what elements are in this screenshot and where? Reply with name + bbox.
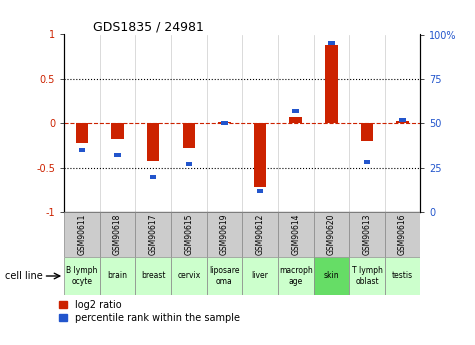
Bar <box>328 41 334 46</box>
Bar <box>385 212 420 257</box>
Bar <box>171 257 207 295</box>
Text: GSM90616: GSM90616 <box>398 214 407 255</box>
Bar <box>171 212 207 257</box>
Bar <box>135 257 171 295</box>
Text: skin: skin <box>323 272 339 280</box>
Text: GSM90620: GSM90620 <box>327 214 336 255</box>
Legend: log2 ratio, percentile rank within the sample: log2 ratio, percentile rank within the s… <box>59 300 240 323</box>
Text: T lymph
oblast: T lymph oblast <box>352 266 382 286</box>
Text: macroph
age: macroph age <box>279 266 313 286</box>
Bar <box>221 121 228 125</box>
Text: GSM90615: GSM90615 <box>184 214 193 255</box>
Text: breast: breast <box>141 272 165 280</box>
Bar <box>325 45 338 124</box>
Text: GSM90617: GSM90617 <box>149 214 158 255</box>
Text: brain: brain <box>107 272 128 280</box>
Text: GSM90618: GSM90618 <box>113 214 122 255</box>
Bar <box>79 148 85 152</box>
Text: GSM90612: GSM90612 <box>256 214 265 255</box>
Text: cervix: cervix <box>177 272 200 280</box>
Bar <box>278 212 314 257</box>
Bar <box>385 257 420 295</box>
Bar <box>289 117 302 124</box>
Bar <box>349 257 385 295</box>
Text: GDS1835 / 24981: GDS1835 / 24981 <box>93 20 203 33</box>
Bar <box>111 124 124 139</box>
Bar <box>147 124 160 161</box>
Bar <box>135 212 171 257</box>
Bar <box>257 189 263 193</box>
Text: B lymph
ocyte: B lymph ocyte <box>66 266 98 286</box>
Text: GSM90614: GSM90614 <box>291 214 300 255</box>
Bar <box>349 212 385 257</box>
Bar <box>242 257 278 295</box>
Bar <box>314 212 349 257</box>
Bar <box>100 212 135 257</box>
Bar <box>207 212 242 257</box>
Bar <box>242 212 278 257</box>
Bar <box>186 162 192 166</box>
Bar <box>114 153 121 157</box>
Text: liposare
oma: liposare oma <box>209 266 240 286</box>
Bar <box>218 121 231 124</box>
Bar <box>293 109 299 113</box>
Bar <box>150 175 156 179</box>
Bar <box>364 160 370 165</box>
Bar <box>100 257 135 295</box>
Bar <box>64 212 100 257</box>
Bar <box>207 257 242 295</box>
Bar <box>76 124 88 143</box>
Bar <box>64 257 100 295</box>
Bar <box>399 118 406 122</box>
Text: testis: testis <box>392 272 413 280</box>
Bar <box>314 257 349 295</box>
Bar <box>182 124 195 148</box>
Bar <box>278 257 314 295</box>
Text: GSM90619: GSM90619 <box>220 214 229 255</box>
Bar <box>361 124 373 141</box>
Text: GSM90611: GSM90611 <box>77 214 86 255</box>
Bar <box>396 121 409 124</box>
Text: cell line: cell line <box>5 271 42 281</box>
Text: liver: liver <box>252 272 268 280</box>
Text: GSM90613: GSM90613 <box>362 214 371 255</box>
Bar <box>254 124 266 187</box>
